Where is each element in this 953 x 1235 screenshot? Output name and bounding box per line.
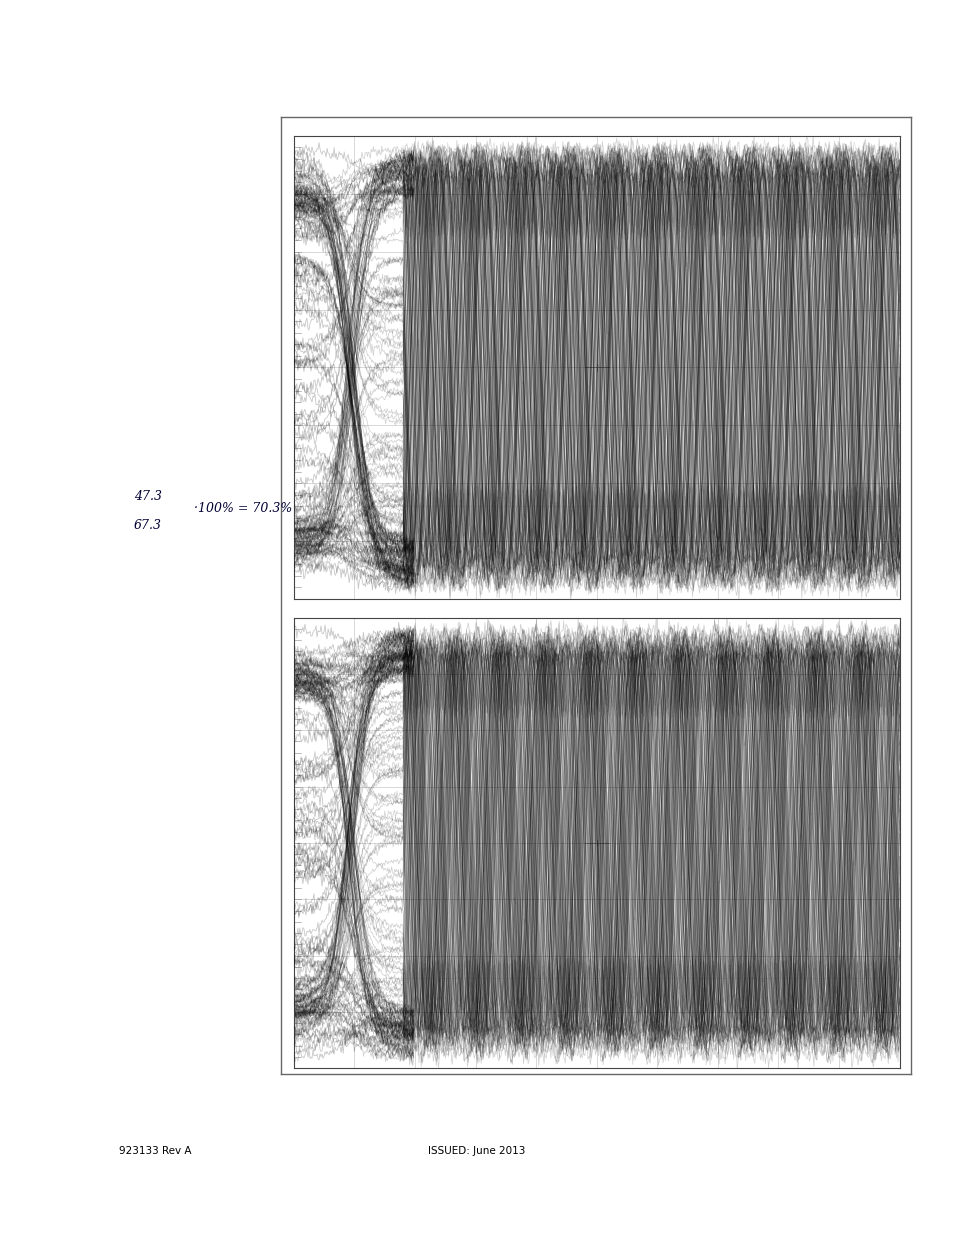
Text: ISSUED: June 2013: ISSUED: June 2013 [428,1146,525,1156]
Text: 47.3: 47.3 [133,489,162,503]
Text: 67.3: 67.3 [133,519,162,532]
Text: ·100% = 70.3%: ·100% = 70.3% [193,503,292,515]
Text: 923133 Rev A: 923133 Rev A [119,1146,192,1156]
